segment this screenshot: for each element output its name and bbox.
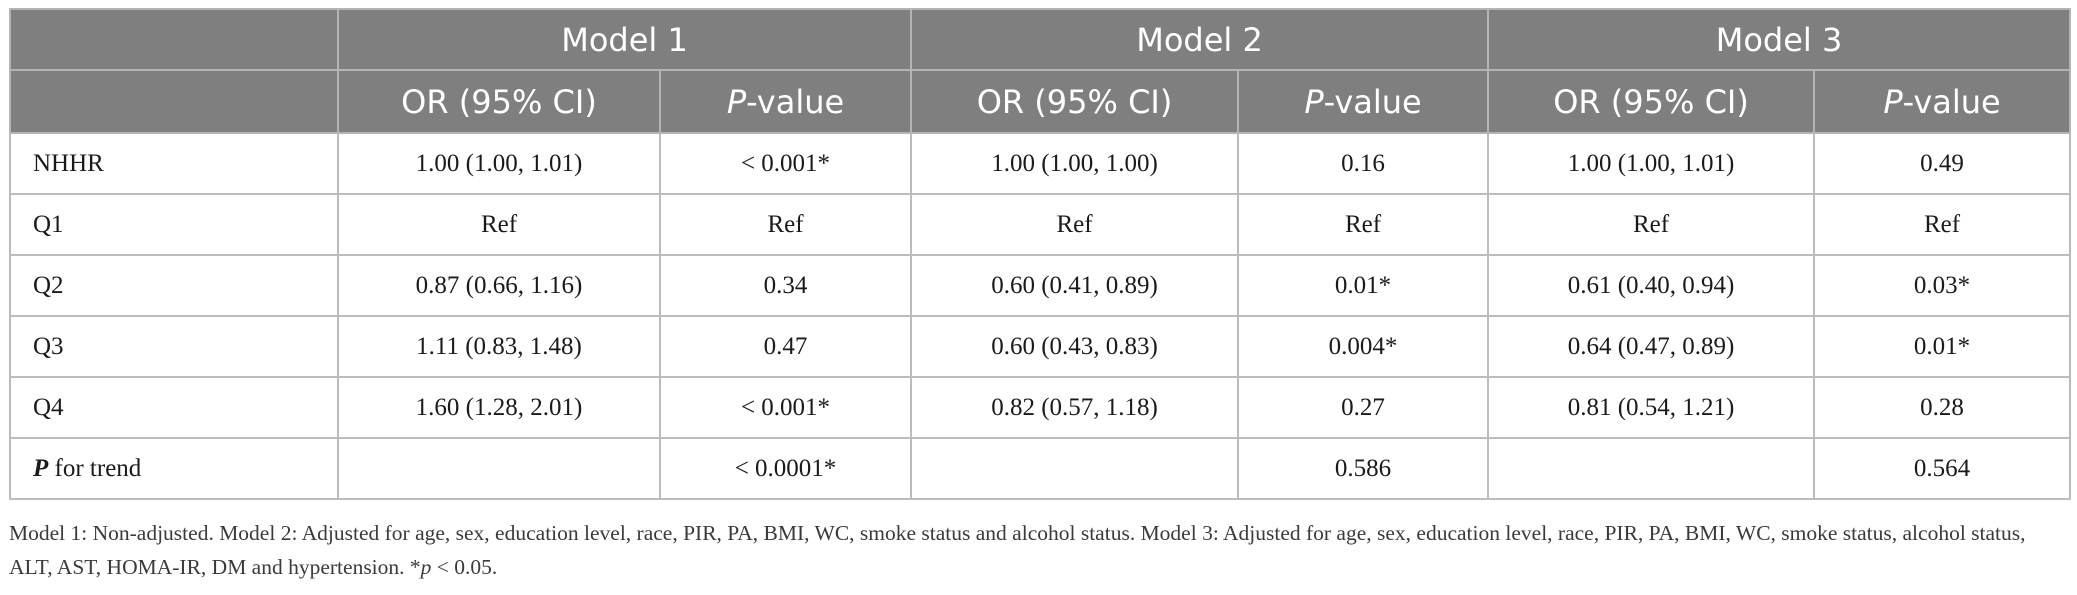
trend-row-label: P for trend [9, 437, 339, 500]
footnote-threshold: < 0.05. [431, 555, 498, 579]
table-cell: 1.00 (1.00, 1.00) [910, 132, 1240, 195]
table-row: Q1 Ref Ref Ref Ref Ref Ref [9, 193, 2072, 256]
table-cell: 0.81 (0.54, 1.21) [1487, 376, 1816, 439]
trend-p-letter: P [33, 454, 49, 482]
row-label: Q1 [9, 193, 339, 256]
table-cell: 0.87 (0.66, 1.16) [337, 254, 661, 317]
trend-label-suffix: for trend [48, 454, 142, 482]
p-letter: P [1304, 82, 1324, 121]
model-header-row: Model 1 Model 2 Model 3 [9, 8, 2072, 71]
footnote-p-symbol: p [420, 555, 432, 579]
header-empty-cell [9, 8, 339, 71]
footnote-text: Model 1: Non-adjusted. Model 2: Adjusted… [9, 521, 2026, 579]
or-ci-header: OR (95% CI) [1487, 69, 1816, 134]
table-cell: Ref [1237, 193, 1490, 256]
p-value-header: P-value [658, 69, 913, 134]
row-label: Q4 [9, 376, 339, 439]
row-label: NHHR [9, 132, 339, 195]
table-cell [337, 437, 661, 500]
table-cell: 0.16 [1237, 132, 1490, 195]
table-cell: 0.004* [1237, 315, 1490, 378]
model-3-header: Model 3 [1487, 8, 2072, 71]
or-ci-header: OR (95% CI) [337, 69, 661, 134]
table-row: NHHR 1.00 (1.00, 1.01) < 0.001* 1.00 (1.… [9, 132, 2072, 195]
p-letter: P [1883, 82, 1903, 121]
row-label: Q3 [9, 315, 339, 378]
table-cell: 0.47 [658, 315, 913, 378]
p-value-header: P-value [1237, 69, 1490, 134]
table-cell: < 0.001* [658, 376, 913, 439]
table-cell: 1.00 (1.00, 1.01) [1487, 132, 1816, 195]
header-empty-cell [9, 69, 339, 134]
results-table: Model 1 Model 2 Model 3 OR (95% CI) P-va… [9, 8, 2072, 500]
table-cell: 0.60 (0.41, 0.89) [910, 254, 1240, 317]
table-cell: 0.01* [1813, 315, 2072, 378]
table-row: Q4 1.60 (1.28, 2.01) < 0.001* 0.82 (0.57… [9, 376, 2072, 439]
table-cell: Ref [658, 193, 913, 256]
table-cell: 0.34 [658, 254, 913, 317]
table-row: Q3 1.11 (0.83, 1.48) 0.47 0.60 (0.43, 0.… [9, 315, 2072, 378]
trend-row: P for trend < 0.0001* 0.586 0.564 [9, 437, 2072, 500]
table-cell: 0.82 (0.57, 1.18) [910, 376, 1240, 439]
table-row: Q2 0.87 (0.66, 1.16) 0.34 0.60 (0.41, 0.… [9, 254, 2072, 317]
table-cell: 0.586 [1237, 437, 1490, 500]
table-cell: 0.60 (0.43, 0.83) [910, 315, 1240, 378]
table-cell: Ref [1487, 193, 1816, 256]
table-cell: 0.28 [1813, 376, 2072, 439]
table-footnote: Model 1: Non-adjusted. Model 2: Adjusted… [9, 516, 2069, 584]
or-ci-header: OR (95% CI) [910, 69, 1240, 134]
table-cell: 1.60 (1.28, 2.01) [337, 376, 661, 439]
table-cell: Ref [910, 193, 1240, 256]
p-value-header: P-value [1813, 69, 2072, 134]
table-cell: Ref [1813, 193, 2072, 256]
table-cell [1487, 437, 1816, 500]
p-value-suffix: -value [746, 82, 845, 121]
row-label: Q2 [9, 254, 339, 317]
column-header-row: OR (95% CI) P-value OR (95% CI) P-value … [9, 69, 2072, 134]
table-cell: < 0.001* [658, 132, 913, 195]
table-cell: 0.03* [1813, 254, 2072, 317]
p-letter: P [726, 82, 747, 121]
table-cell: 0.564 [1813, 437, 2072, 500]
table-cell: 1.11 (0.83, 1.48) [337, 315, 661, 378]
table-cell: 0.64 (0.47, 0.89) [1487, 315, 1816, 378]
model-2-header: Model 2 [910, 8, 1490, 71]
table-cell: 1.00 (1.00, 1.01) [337, 132, 661, 195]
table-cell [910, 437, 1240, 500]
table-cell: 0.27 [1237, 376, 1490, 439]
table-cell: 0.49 [1813, 132, 2072, 195]
model-1-header: Model 1 [336, 8, 913, 71]
p-value-suffix: -value [1323, 82, 1422, 121]
p-value-suffix: -value [1902, 82, 2001, 121]
table-cell: 0.01* [1237, 254, 1490, 317]
table-cell: Ref [337, 193, 661, 256]
table-cell: 0.61 (0.40, 0.94) [1487, 254, 1816, 317]
table-cell: < 0.0001* [658, 437, 913, 500]
